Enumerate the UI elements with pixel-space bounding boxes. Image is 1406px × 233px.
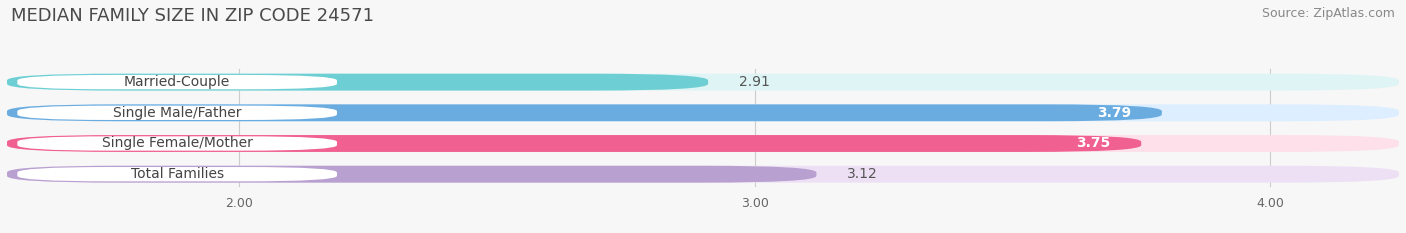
Text: Total Families: Total Families (131, 167, 224, 181)
FancyBboxPatch shape (7, 135, 1142, 152)
Text: 2.91: 2.91 (740, 75, 770, 89)
FancyBboxPatch shape (7, 166, 1399, 183)
FancyBboxPatch shape (7, 74, 1399, 91)
Text: Married-Couple: Married-Couple (124, 75, 231, 89)
Text: 3.79: 3.79 (1097, 106, 1130, 120)
FancyBboxPatch shape (7, 166, 817, 183)
Text: Source: ZipAtlas.com: Source: ZipAtlas.com (1261, 7, 1395, 20)
Text: Single Male/Father: Single Male/Father (112, 106, 242, 120)
Text: Single Female/Mother: Single Female/Mother (101, 137, 253, 151)
Text: 3.12: 3.12 (848, 167, 879, 181)
Text: MEDIAN FAMILY SIZE IN ZIP CODE 24571: MEDIAN FAMILY SIZE IN ZIP CODE 24571 (11, 7, 374, 25)
FancyBboxPatch shape (17, 75, 337, 89)
FancyBboxPatch shape (17, 136, 337, 151)
FancyBboxPatch shape (7, 104, 1399, 121)
FancyBboxPatch shape (7, 135, 1399, 152)
FancyBboxPatch shape (7, 104, 1161, 121)
FancyBboxPatch shape (17, 167, 337, 181)
FancyBboxPatch shape (17, 106, 337, 120)
Text: 3.75: 3.75 (1076, 137, 1111, 151)
FancyBboxPatch shape (7, 74, 709, 91)
